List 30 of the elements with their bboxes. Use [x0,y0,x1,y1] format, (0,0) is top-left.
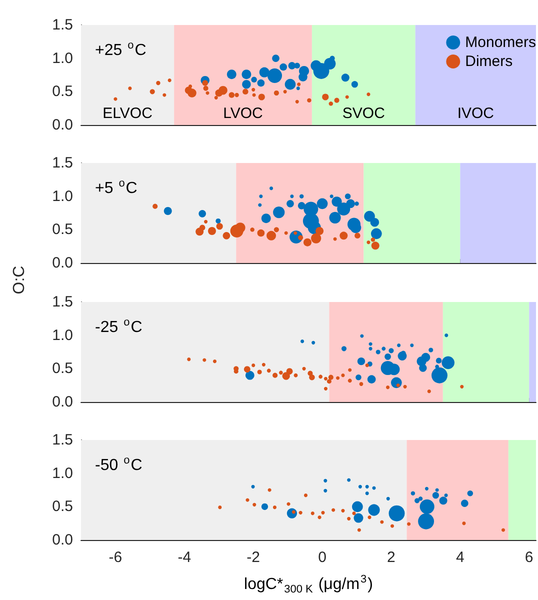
y-tick-label: 0.0 [52,394,73,410]
y-axis-title: O:C [11,266,29,294]
x-tick-label: 2 [387,549,396,566]
y-tick-label: 0.0 [52,116,73,134]
band-label: SVOC [342,105,386,122]
y-tick-label: 0.5 [52,360,73,378]
x-tick-label: -4 [178,549,192,566]
y-tick-label: 1.0 [52,326,73,344]
y-tick-label: 0.5 [52,221,73,238]
y-tick-label: 0.5 [52,498,73,516]
y-tick-label: 1.5 [52,154,73,172]
y-tick-label: 1.5 [52,432,73,448]
y-tick-label: 1.0 [52,464,73,482]
legend-label: Monomers [465,34,536,51]
y-tick-label: 0.5 [52,83,73,100]
x-tick-label: -6 [108,549,122,566]
band-label: ELVOC [102,105,153,122]
x-tick-label: 6 [524,549,534,566]
band-label: IVOC [457,105,494,122]
y-tick-label: 0.0 [52,532,73,548]
y-tick-label: 1.0 [52,50,73,67]
y-tick-label: 0.0 [52,254,73,272]
y-tick-label: 1.5 [52,16,73,34]
legend-label: Dimers [465,53,513,70]
band-label: LVOC [223,105,264,122]
x-tick-label: -2 [246,549,260,566]
x-tick-label: 0 [318,549,326,566]
y-tick-label: 1.5 [52,294,73,310]
x-tick-label: 4 [456,549,464,566]
y-tick-label: 1.0 [52,188,73,205]
